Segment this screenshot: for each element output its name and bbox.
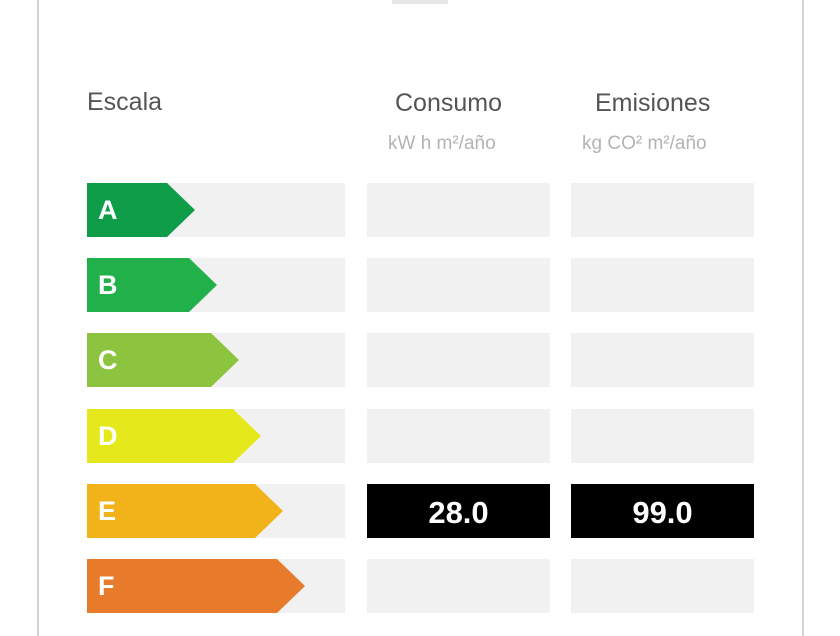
emissions-cell [571,409,754,463]
rating-letter: F [98,571,115,601]
rating-letter: E [98,496,117,526]
rating-letter: B [98,270,118,300]
emissions-cell [571,258,754,312]
emissions-cell [571,183,754,237]
rating-row-f: F [0,559,840,613]
emissions-header: Emisiones [595,89,711,117]
consumption-value [367,559,550,613]
consumption-value [367,258,550,312]
rating-arrow-e [87,484,283,538]
consumption-cell [367,183,550,237]
consumption-cell [367,333,550,387]
emissions-value: 99.0 [632,495,693,530]
consumption-value [367,183,550,237]
rating-letter: D [98,421,118,451]
emissions-cell [571,333,754,387]
emissions-value [571,258,754,312]
consumption-value: 28.0 [428,495,489,530]
emissions-value [571,409,754,463]
consumption-value [367,409,550,463]
emissions-value [571,183,754,237]
rating-row-d: D [0,409,840,463]
emissions-cell [571,559,754,613]
scale-header: Escala [87,88,163,116]
consumption-cell: 28.0 [367,484,550,538]
rating-row-c: C [0,333,840,387]
consumption-header: Consumo [395,89,502,117]
consumption-cell [367,409,550,463]
rating-arrow-f [87,559,305,613]
emissions-value [571,333,754,387]
rating-arrow-d [87,409,261,463]
emissions-unit: kg CO² m²/año [582,133,707,154]
rating-row-e: E 28.0 99.0 [0,484,840,538]
consumption-cell [367,559,550,613]
rating-letter: C [98,345,118,375]
rating-row-a: A [0,183,840,237]
emissions-value [571,559,754,613]
emissions-cell: 99.0 [571,484,754,538]
rating-arrow-b [87,258,217,312]
consumption-unit: kW h m²/año [388,133,496,154]
consumption-value [367,333,550,387]
rating-row-b: B [0,258,840,312]
consumption-cell [367,258,550,312]
rating-arrow-c [87,333,239,387]
energy-label-card [37,0,804,636]
rating-letter: A [98,195,118,225]
top-divider [392,0,448,4]
